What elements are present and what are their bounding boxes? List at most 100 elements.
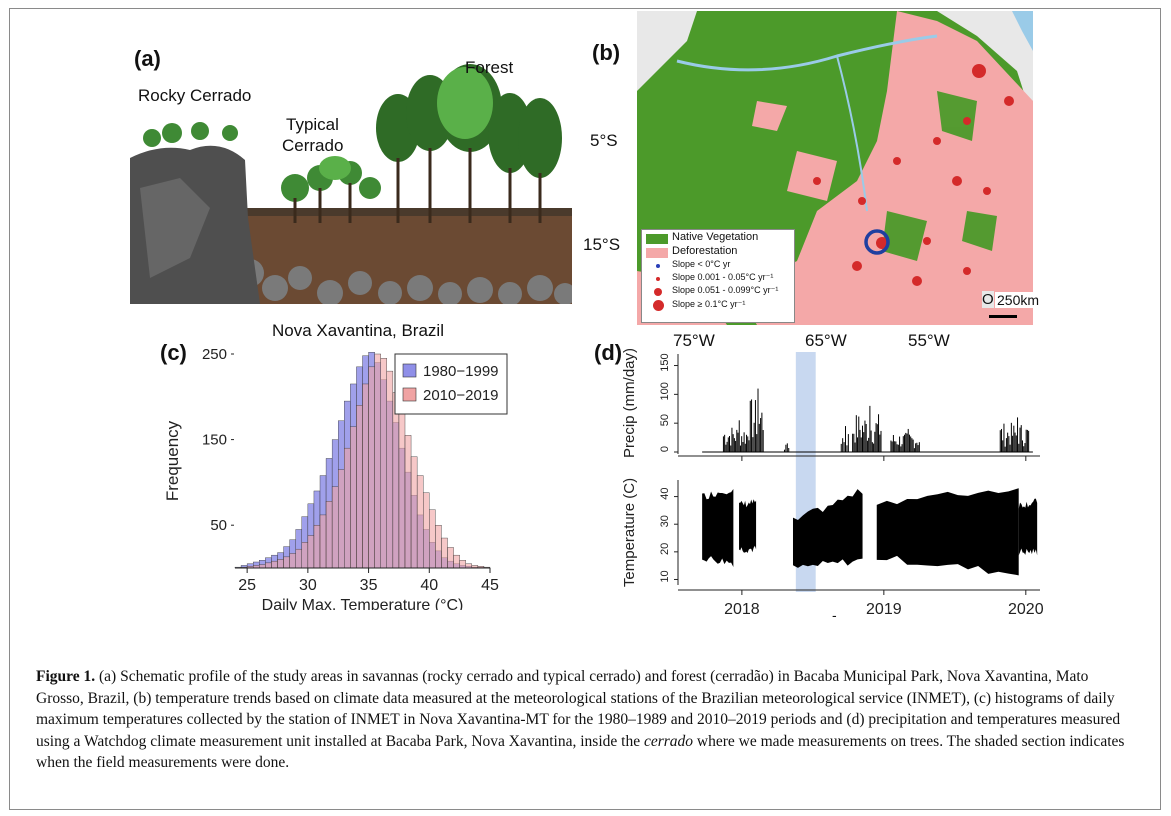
hist-bar	[380, 358, 387, 569]
label-typical-2: Cerrado	[282, 136, 344, 155]
lon-75w: 75°W	[673, 331, 715, 350]
hist-bar	[283, 556, 290, 569]
scale-label: 250km	[995, 292, 1042, 308]
hist-bar	[307, 535, 315, 569]
legend-slope2-dot	[656, 277, 660, 281]
legend-slope4-dot	[653, 300, 664, 311]
hist-ylabel: Frequency	[163, 420, 182, 501]
hist-bar	[459, 560, 466, 569]
hist-bar	[271, 560, 278, 569]
timeseries-chart: 0 50 100 150 Precip (mm/day) 10 20 30 40 Temperat…	[621, 348, 1044, 618]
hist-bar	[441, 537, 448, 569]
legend-slope1-dot	[656, 264, 660, 268]
hist-bar	[453, 554, 460, 569]
hist-bar	[429, 509, 436, 569]
legend-slope3-dot	[654, 288, 662, 296]
hist-ytick-label: 150	[202, 432, 227, 449]
map-legend: Native Vegetation Deforestation Slope < …	[641, 229, 795, 323]
hist-bar	[344, 447, 351, 569]
hist-bar	[289, 553, 296, 569]
hist-bar	[410, 456, 418, 569]
legend-defor-swatch	[646, 248, 668, 258]
hist-bar	[325, 501, 333, 569]
hist-bar	[416, 475, 424, 569]
panel-b-label: (b)	[592, 40, 621, 65]
hist-legend-swatch	[402, 363, 417, 378]
panel-a: (a) Rocky Cerrado Typical Cerrado Forest	[130, 38, 572, 304]
hist-bar	[386, 370, 394, 569]
hist-bar	[465, 563, 472, 569]
hist-bar	[277, 559, 284, 569]
hist-bar	[313, 524, 321, 569]
legend-slope4-label: Slope ≥ 0.1°C yr⁻¹	[672, 299, 746, 309]
hist-bar	[350, 426, 357, 569]
hist-title: Nova Xavantina, Brazil	[272, 321, 444, 340]
figure-frame	[9, 8, 1161, 810]
legend-native-label: Native Vegetation	[672, 231, 759, 243]
temp-ytick-label: 10	[659, 570, 671, 582]
panel-a-label: (a)	[134, 46, 161, 71]
precip-ytick-label: 0	[659, 446, 671, 452]
hist-bar	[392, 392, 400, 569]
lon-55w: 55°W	[908, 331, 950, 350]
legend-slope3-label: Slope 0.051 - 0.099°C yr⁻¹	[672, 285, 779, 295]
lon-65w: 65°W	[805, 331, 847, 350]
precip-ylabel: Precip (mm/day)	[621, 348, 638, 458]
hist-bar	[423, 492, 430, 569]
hist-bar	[362, 383, 369, 569]
temp-band	[1018, 498, 1038, 556]
panel-b-map: Native Vegetation Deforestation Slope < …	[637, 11, 1042, 325]
panel-c-label: (c)	[160, 340, 187, 365]
hist-bar	[301, 542, 309, 569]
caption-italic: cerrado	[643, 732, 694, 750]
hist-bar	[265, 562, 272, 569]
stray-mark: -	[832, 607, 837, 623]
hist-bar	[368, 366, 375, 569]
caption-text-2: where we made measurements on trees. The…	[36, 732, 1125, 772]
hist-ytick-label: 250	[202, 346, 227, 363]
label-typical-1: Typical	[286, 115, 339, 134]
hist-bar	[374, 353, 381, 569]
lat-5s: 5°S	[590, 131, 618, 150]
legend-native-swatch	[646, 234, 668, 244]
hist-bar	[356, 405, 363, 569]
precip-ytick-label: 50	[659, 414, 671, 426]
lat-15s: 15°S	[583, 235, 621, 254]
figure-caption: Figure 1. (a) Schematic profile of the s…	[36, 666, 1136, 774]
hist-legend-swatch	[402, 387, 417, 402]
temp-ytick-label: 40	[659, 487, 671, 499]
temp-ytick-label: 30	[659, 515, 671, 527]
hist-bar	[404, 435, 412, 569]
hist-legend-box	[394, 353, 508, 415]
hist-xtick-label: 25	[238, 577, 256, 594]
precip-ytick-label: 100	[659, 382, 671, 400]
ts-xtick-label: 2018	[724, 601, 760, 618]
temp-band	[792, 489, 863, 568]
scale-o: O	[982, 291, 994, 308]
hist-bar	[295, 548, 302, 569]
hist-xtick-label: 40	[420, 577, 438, 594]
label-rocky-cerrado: Rocky Cerrado	[138, 86, 252, 105]
ts-xtick-label: 2019	[866, 601, 902, 618]
hist-xlabel: Daily Max. Temperature (°C)	[262, 597, 464, 610]
hist-bar	[331, 486, 339, 569]
hist-ytick-label: 50	[210, 517, 227, 534]
temp-ylabel: Temperature (C)	[621, 478, 638, 587]
temp-band	[702, 488, 734, 567]
hist-bar	[435, 524, 442, 569]
schematic-illustration	[130, 64, 572, 304]
hist-bar	[447, 547, 454, 569]
precip-ytick-label: 150	[659, 353, 671, 371]
temp-band	[739, 499, 757, 553]
legend-slope1-label: Slope < 0°C yr	[672, 259, 731, 269]
label-forest: Forest	[465, 58, 514, 77]
hist-legend-label: 2010−2019	[423, 387, 499, 404]
ts-xtick-label: 2020	[1008, 601, 1044, 618]
temp-band	[876, 488, 1019, 576]
hist-xtick-label: 45	[481, 577, 499, 594]
hist-bar	[398, 413, 406, 569]
hist-xtick-label: 30	[299, 577, 317, 594]
panel-d-label: (d)	[594, 340, 623, 365]
histogram-chart: 25 30 35 40 45 50 150 250 Daily Max. Temperature…	[163, 346, 508, 610]
temp-ytick-label: 20	[659, 543, 671, 555]
